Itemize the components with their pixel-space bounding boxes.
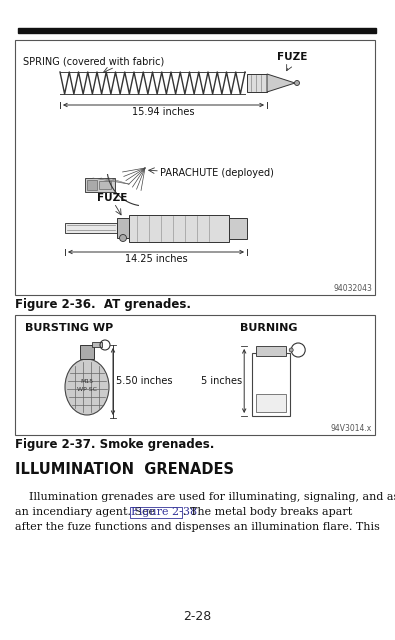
Text: BURSTING WP: BURSTING WP	[25, 323, 113, 333]
Text: PARACHUTE (deployed): PARACHUTE (deployed)	[160, 168, 274, 178]
Bar	[80, 345, 94, 359]
Text: Figure 2-38: Figure 2-38	[131, 507, 197, 517]
Text: WP SC: WP SC	[77, 387, 97, 392]
Circle shape	[289, 348, 293, 352]
Text: 5 inches: 5 inches	[201, 376, 242, 386]
Bar	[252, 353, 290, 416]
Bar	[129, 215, 229, 242]
Bar	[15, 40, 375, 295]
Text: M15: M15	[81, 379, 94, 384]
Text: BURNING: BURNING	[241, 323, 298, 333]
Bar	[256, 394, 286, 412]
Text: 94V3014.x: 94V3014.x	[331, 424, 372, 433]
Bar	[85, 178, 115, 192]
Text: 15.94 inches: 15.94 inches	[132, 107, 195, 117]
Text: Figure 2-37. Smoke grenades.: Figure 2-37. Smoke grenades.	[15, 438, 214, 451]
Bar	[256, 346, 286, 356]
Bar	[18, 28, 376, 33]
Text: ILLUMINATION  GRENADES: ILLUMINATION GRENADES	[15, 462, 234, 477]
Text: . The metal body breaks apart: . The metal body breaks apart	[183, 507, 352, 517]
Bar	[15, 315, 375, 435]
Bar	[247, 74, 267, 92]
Bar	[65, 223, 117, 233]
Text: Figure 2-36.  AT grenades.: Figure 2-36. AT grenades.	[15, 298, 191, 311]
Text: 5.50 inches: 5.50 inches	[116, 376, 173, 387]
Text: 14.25 inches: 14.25 inches	[125, 254, 187, 264]
Ellipse shape	[65, 359, 109, 415]
Bar	[229, 218, 247, 239]
Text: an incendiary agent. See: an incendiary agent. See	[15, 507, 159, 517]
Polygon shape	[267, 74, 295, 92]
Bar	[130, 506, 182, 518]
Bar	[99, 181, 111, 189]
Text: 2-28: 2-28	[183, 610, 211, 623]
Text: after the fuze functions and dispenses an illumination flare. This: after the fuze functions and dispenses a…	[15, 522, 380, 532]
Text: FUZE: FUZE	[97, 193, 127, 203]
Bar	[92, 342, 102, 347]
Text: 94032043: 94032043	[333, 284, 372, 293]
Text: Illumination grenades are used for illuminating, signaling, and as: Illumination grenades are used for illum…	[15, 492, 395, 502]
Circle shape	[295, 81, 299, 86]
Bar	[87, 180, 97, 190]
Bar	[117, 218, 129, 238]
Circle shape	[120, 234, 126, 241]
Text: SPRING (covered with fabric): SPRING (covered with fabric)	[23, 56, 164, 66]
Text: FUZE: FUZE	[277, 52, 307, 62]
